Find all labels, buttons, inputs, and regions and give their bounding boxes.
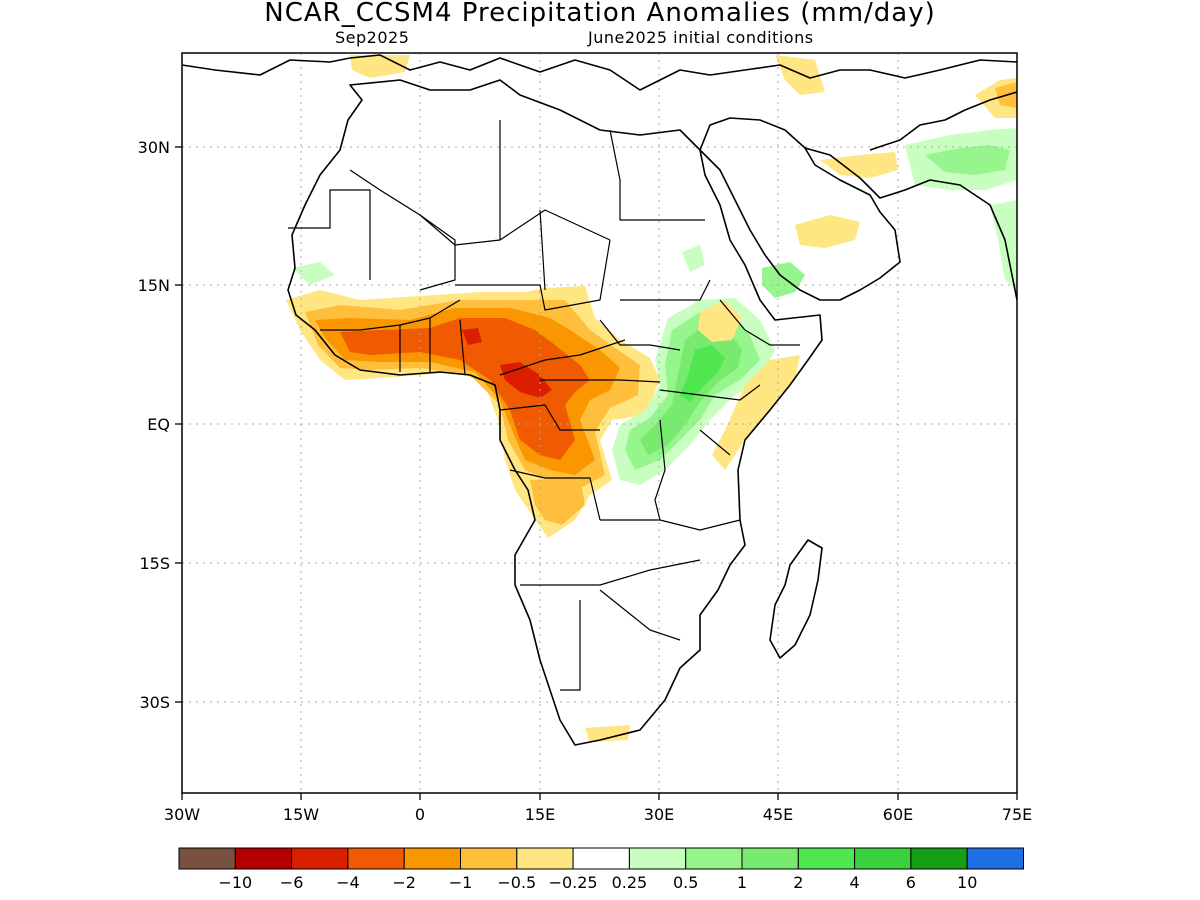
page-title: NCAR_CCSM4 Precipitation Anomalies (mm/d…: [264, 0, 936, 28]
country-borders: [288, 120, 800, 691]
dry-anomaly-mediterranean: [350, 55, 410, 78]
gridlines: [182, 53, 1017, 793]
anomaly-shading: [286, 55, 1017, 742]
colorbar: [178, 847, 1025, 870]
persian-gulf-coastline: [804, 147, 1017, 301]
lon-label-45e: 45E: [763, 805, 793, 824]
lat-label-15s: 15S: [139, 554, 170, 573]
colorbar-swatch: [234, 847, 293, 870]
colorbar-tick-label: 10: [957, 873, 977, 892]
plot-frame: [181, 52, 1018, 794]
wet-anomaly-pakistan-2: [925, 145, 1010, 175]
europe-coastline: [182, 54, 1017, 91]
tick-marks: [175, 146, 1018, 800]
coastlines: [182, 54, 1017, 746]
colorbar-tick-label: −10: [218, 873, 252, 892]
colorbar-tick-label: −6: [280, 873, 304, 892]
dry-anomaly-arabia: [795, 215, 860, 248]
lon-label-60e: 60E: [883, 805, 913, 824]
colorbar-tick-label: −2: [392, 873, 416, 892]
dry-anomaly-angola: [530, 478, 585, 525]
iran-coastline: [869, 91, 1017, 151]
colorbar-tick-label: −0.25: [549, 873, 598, 892]
lon-label-15w: 15W: [283, 805, 319, 824]
colorbar-swatch: [797, 847, 856, 870]
lon-label-30e: 30E: [644, 805, 674, 824]
dry-anomaly-core-2: [462, 328, 482, 345]
colorbar-tick-label: −0.5: [497, 873, 536, 892]
colorbar-swatch: [178, 847, 236, 870]
colorbar-swatch: [516, 847, 574, 870]
lon-label-30w: 30W: [164, 805, 200, 824]
dry-anomaly-turkey: [775, 55, 825, 95]
dry-anomaly-ethiopia: [698, 300, 742, 342]
colorbar-swatch: [628, 847, 687, 870]
africa-coastline: [287, 79, 823, 746]
wet-anomaly-yemen: [762, 262, 805, 298]
wet-anomaly-east-africa-3: [680, 345, 725, 402]
colorbar-tick-label: −4: [336, 873, 360, 892]
colorbar-swatch: [291, 847, 349, 870]
colorbar-tick-label: 2: [793, 873, 803, 892]
dry-anomaly-gulf: [820, 152, 898, 178]
colorbar-swatch: [910, 847, 968, 870]
forecast-month: Sep2025: [335, 28, 410, 47]
lat-label-15n: 15N: [138, 276, 170, 295]
dry-anomaly-south-africa: [585, 725, 630, 742]
colorbar-tick-label: 4: [850, 873, 860, 892]
lat-label-eq: EQ: [147, 415, 170, 434]
red-sea-coastline: [699, 117, 901, 301]
colorbar-swatch: [403, 847, 462, 870]
lat-label-30n: 30N: [138, 138, 170, 157]
dry-anomaly-west-africa-3: [340, 318, 590, 460]
colorbar-swatch: [347, 847, 405, 870]
colorbar-tick-label: 0.25: [612, 873, 648, 892]
colorbar-swatch: [685, 847, 743, 870]
colorbar-tick-label: −1: [449, 873, 473, 892]
wet-anomaly-sudan: [682, 245, 705, 272]
lon-label-0: 0: [415, 805, 425, 824]
colorbar-swatch: [741, 847, 799, 870]
colorbar-swatch: [854, 847, 912, 870]
colorbar-swatch: [572, 847, 630, 870]
colorbar-tick-label: 1: [737, 873, 747, 892]
colorbar-swatch: [966, 847, 1025, 870]
madagascar-coastline: [769, 539, 823, 659]
wet-anomaly-senegal: [292, 262, 335, 285]
colorbar-swatch: [460, 847, 518, 870]
initial-conditions: June2025 initial conditions: [588, 28, 814, 47]
lat-label-30s: 30S: [139, 693, 170, 712]
colorbar-labels: −10 −6 −4 −2 −1 −0.5 −0.25 0.25 0.5 1 2 4 6 10: [218, 873, 977, 892]
lon-label-75e: 75E: [1002, 805, 1032, 824]
lon-label-15e: 15E: [525, 805, 555, 824]
colorbar-tick-label: 6: [906, 873, 916, 892]
colorbar-tick-label: 0.5: [673, 873, 698, 892]
